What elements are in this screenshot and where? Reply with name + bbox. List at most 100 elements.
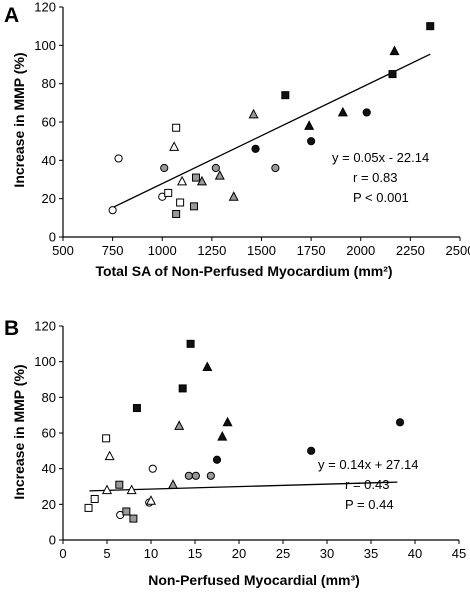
panel-a-point-gray-triangle bbox=[214, 170, 225, 180]
panel-b-point-gray-square bbox=[129, 514, 138, 523]
panel-b-x-tick-label: 20 bbox=[232, 546, 246, 561]
panel-a-y-tick-label: 60 bbox=[42, 115, 56, 130]
panel-b-x-tick-label: 0 bbox=[59, 546, 66, 561]
panel-b-trendline bbox=[89, 481, 398, 492]
panel-a-point-white-circle bbox=[114, 154, 123, 163]
panel-a-letter: A bbox=[4, 4, 19, 27]
panel-a-stat-r: r = 0.83 bbox=[353, 170, 397, 185]
panel-b-point-gray-circle bbox=[191, 471, 200, 480]
panel-b-point-gray-circle bbox=[184, 471, 193, 480]
panel-b-y-tick-label: 80 bbox=[42, 390, 56, 405]
panel-b-y-tick-label: 40 bbox=[42, 461, 56, 476]
panel-a-point-black-square bbox=[426, 22, 435, 31]
panel-a-x-tick-label: 1750 bbox=[297, 243, 326, 258]
panel-b-x-tick-label: 25 bbox=[276, 546, 290, 561]
panel-a-y-tick-label: 120 bbox=[34, 0, 56, 15]
panel-b-point-black-circle bbox=[395, 418, 405, 427]
panel-b-x-tick-label: 45 bbox=[452, 546, 466, 561]
panel-b-point-white-triangle bbox=[101, 484, 113, 495]
panel-b-point-white-triangle bbox=[104, 450, 115, 461]
panel-b-x-tick-label: 30 bbox=[320, 546, 334, 561]
panel-a-point-gray-square bbox=[191, 173, 200, 182]
panel-a-x-tick-label: 500 bbox=[52, 243, 74, 258]
panel-a-point-gray-circle bbox=[160, 163, 169, 173]
panel-a-point-black-triangle bbox=[389, 45, 400, 56]
panel-a-point-gray-triangle bbox=[248, 108, 259, 119]
panel-b-y-tick-label: 100 bbox=[34, 354, 56, 369]
panel-a-point-black-circle bbox=[307, 137, 316, 146]
panel-b-stat-p: P = 0.44 bbox=[345, 497, 394, 512]
panel-b-ylabel: Increase in MMP (%) bbox=[11, 364, 27, 499]
panel-a-point-gray-circle bbox=[211, 163, 220, 173]
panel-b-point-white-triangle bbox=[145, 495, 157, 505]
panel-b-x-tick-label: 10 bbox=[144, 546, 158, 561]
panel-b-x-tick-label: 35 bbox=[364, 546, 378, 561]
panel-a-point-gray-triangle bbox=[228, 191, 239, 201]
panel-a-y-tick-label: 40 bbox=[42, 153, 56, 168]
panel-b-point-gray-square bbox=[122, 507, 131, 516]
panel-b-stat-equation: y = 0.14x + 27.14 bbox=[318, 457, 418, 472]
panel-a-point-black-square bbox=[281, 91, 290, 100]
panel-a-point-white-square bbox=[176, 198, 185, 207]
panel-a-y-tick-label: 80 bbox=[42, 76, 56, 91]
panel-b-point-black-triangle bbox=[217, 430, 228, 441]
panel-b-x-tick-label: 5 bbox=[103, 546, 110, 561]
panel-b-y-tick-label: 60 bbox=[42, 426, 56, 441]
panel-b-point-black-circle bbox=[307, 446, 316, 455]
panel-a-point-white-triangle bbox=[169, 141, 180, 151]
panel-a-point-white-square bbox=[164, 188, 173, 197]
panel-a-x-tick-label: 2250 bbox=[396, 243, 425, 258]
panel-a-point-white-square bbox=[172, 123, 181, 132]
panel-b-plot: 0 20 40 60 80 100 120 0 5 10 15 20 25 30 35 40 45 bbox=[34, 319, 466, 562]
panel-b-y-tick-label: 20 bbox=[42, 497, 56, 512]
panel-a-point-black-circle bbox=[362, 108, 371, 117]
panel-b-y-tick-label: 120 bbox=[34, 319, 56, 334]
panel-b-point-white-square bbox=[102, 434, 111, 443]
panel-a-stat-p: P < 0.001 bbox=[353, 190, 409, 205]
panel-a-ylabel: Increase in MMP (%) bbox=[11, 52, 27, 187]
panel-a-y-tick-label: 20 bbox=[42, 191, 56, 206]
panel-a-xlabel: Total SA of Non-Perfused Myocardium (mm²… bbox=[95, 263, 392, 279]
panel-a-point-gray-circle bbox=[271, 163, 280, 173]
panel-b-x-tick-label: 40 bbox=[408, 546, 422, 561]
panel-b-point-white-triangle bbox=[126, 484, 137, 495]
panel-b-point-black-triangle bbox=[222, 416, 233, 427]
panel-a-x-tick-label: 1250 bbox=[197, 243, 226, 258]
panel-b-point-gray-circle bbox=[206, 471, 215, 480]
panel-b-point-white-square bbox=[84, 503, 93, 512]
panel-b-y-tick-label: 0 bbox=[49, 533, 56, 548]
panel-b-point-gray-square bbox=[115, 480, 124, 489]
panel-b-point-black-square bbox=[186, 339, 195, 348]
panel-a-plot: 0 20 40 60 80 100 120 500 750 1000 1250 1500 1750 200… bbox=[34, 0, 470, 258]
panel-b-point-black-circle bbox=[212, 455, 222, 464]
panel-b-point-black-triangle bbox=[202, 361, 213, 372]
panel-b-x-tick-label: 15 bbox=[188, 546, 202, 561]
panel-b-point-black-square bbox=[132, 404, 141, 413]
panel-b-letter: B bbox=[4, 317, 19, 340]
panel-b-point-white-square bbox=[90, 494, 99, 503]
panel-a-point-white-triangle bbox=[177, 175, 188, 186]
panel-b-point-black-square bbox=[178, 384, 187, 393]
panel-a-point-black-triangle bbox=[304, 120, 315, 130]
panel-a-point-gray-square bbox=[172, 210, 181, 218]
panel-b-xlabel: Non-Perfused Myocardial (mm³) bbox=[148, 572, 360, 588]
panel-a-y-tick-label: 0 bbox=[49, 230, 56, 245]
panel-b-point-gray-triangle bbox=[167, 479, 179, 489]
panel-a-point-black-triangle bbox=[337, 106, 348, 117]
panel-b-stat-r: r = 0.43 bbox=[345, 477, 389, 492]
panel-a-x-tick-label: 1000 bbox=[148, 243, 177, 258]
panel-a-x-tick-label: 750 bbox=[102, 243, 124, 258]
panel-a-stat-equation: y = 0.05x - 22.14 bbox=[332, 150, 429, 165]
panel-a-point-black-square bbox=[388, 70, 397, 79]
panel-a-point-white-circle bbox=[108, 206, 117, 215]
panel-a-x-tick-label: 1500 bbox=[247, 243, 276, 258]
panel-a-y-tick-label: 100 bbox=[34, 38, 56, 53]
panel-a-point-black-circle bbox=[251, 144, 260, 153]
panel-b-point-white-circle bbox=[148, 464, 157, 473]
panel-a-x-tick-label: 2000 bbox=[346, 243, 375, 258]
panel-b-point-gray-triangle bbox=[174, 420, 185, 430]
panel-a-point-gray-square bbox=[190, 202, 199, 211]
panel-a-trendline bbox=[112, 53, 431, 209]
